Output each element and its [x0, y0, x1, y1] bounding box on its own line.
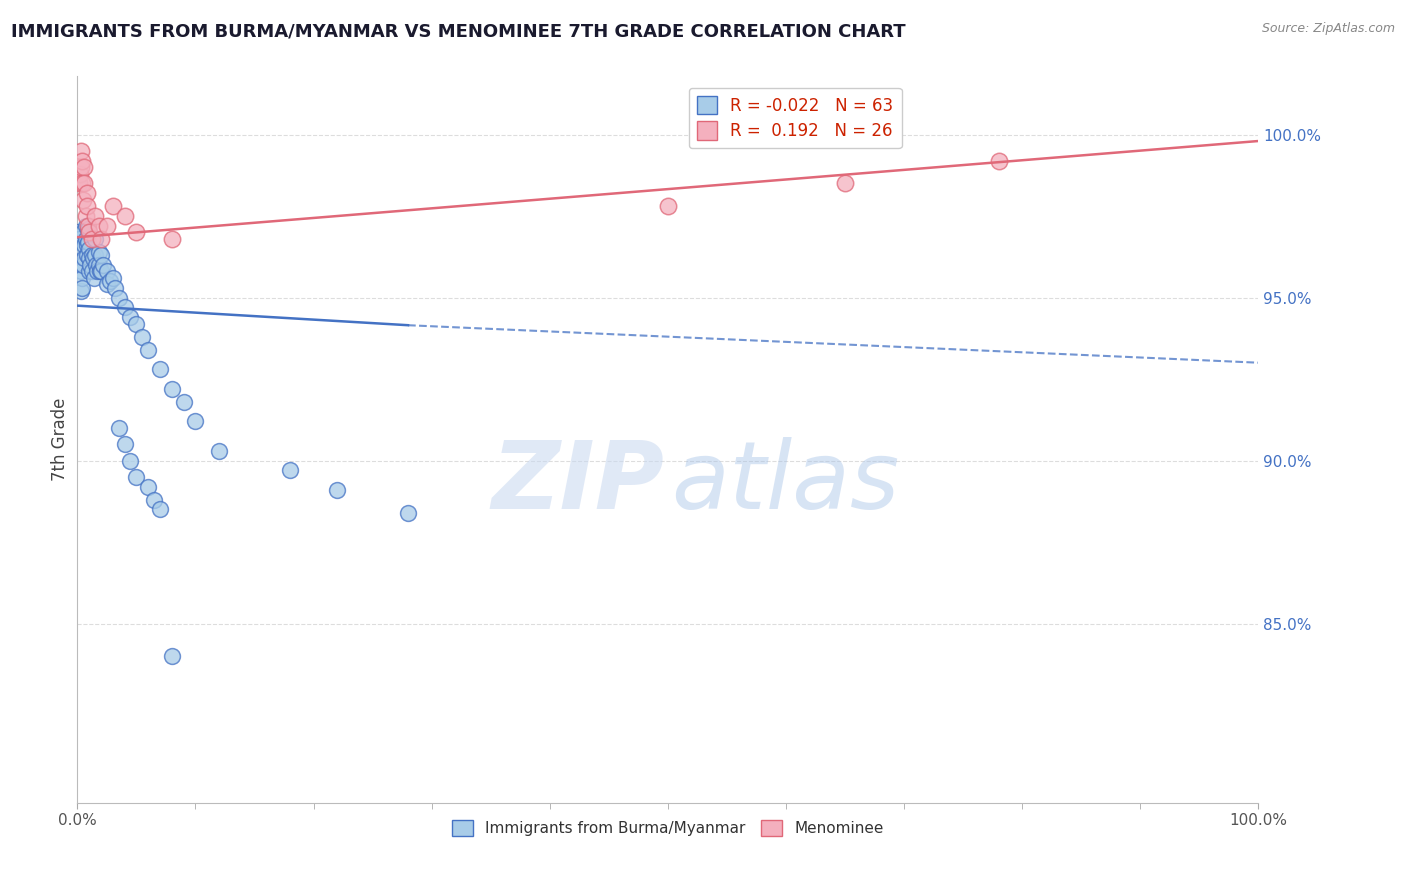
Point: [114, 437, 136, 451]
Point: [184, 414, 207, 428]
Point: [80, 232, 103, 246]
Point: [76, 248, 98, 262]
Point: [160, 649, 183, 664]
Point: [396, 506, 419, 520]
Point: [89, 264, 111, 278]
Point: [80, 264, 103, 278]
Point: [100, 274, 122, 288]
Point: [149, 362, 172, 376]
Point: [149, 502, 172, 516]
Point: [834, 177, 856, 191]
Text: Source: ZipAtlas.com: Source: ZipAtlas.com: [1261, 22, 1395, 36]
Point: [69, 167, 91, 181]
Point: [70, 271, 93, 285]
Point: [76, 199, 98, 213]
Point: [70, 281, 93, 295]
Point: [125, 225, 148, 239]
Point: [101, 271, 124, 285]
Point: [75, 219, 97, 233]
Point: [114, 209, 136, 223]
Point: [67, 232, 90, 246]
Point: [67, 177, 90, 191]
Point: [76, 186, 98, 201]
Point: [76, 238, 98, 252]
Text: atlas: atlas: [672, 437, 900, 528]
Point: [70, 264, 93, 278]
Point: [208, 443, 231, 458]
Point: [84, 248, 107, 262]
Point: [72, 258, 94, 272]
Point: [84, 258, 107, 272]
Text: IMMIGRANTS FROM BURMA/MYANMAR VS MENOMINEE 7TH GRADE CORRELATION CHART: IMMIGRANTS FROM BURMA/MYANMAR VS MENOMIN…: [11, 22, 905, 40]
Text: ZIP: ZIP: [492, 437, 664, 529]
Point: [77, 219, 100, 233]
Point: [160, 382, 183, 396]
Point: [136, 479, 159, 493]
Point: [72, 242, 94, 256]
Point: [77, 242, 100, 256]
Point: [69, 258, 91, 272]
Point: [72, 225, 94, 239]
Point: [70, 160, 93, 174]
Point: [107, 421, 129, 435]
Point: [120, 310, 142, 324]
Point: [96, 219, 118, 233]
Point: [160, 232, 183, 246]
Legend: Immigrants from Burma/Myanmar, Menominee: Immigrants from Burma/Myanmar, Menominee: [446, 814, 890, 842]
Point: [91, 258, 114, 272]
Point: [80, 248, 103, 262]
Point: [987, 153, 1010, 168]
Point: [70, 177, 93, 191]
Point: [131, 329, 153, 343]
Y-axis label: 7th Grade: 7th Grade: [51, 398, 69, 481]
Point: [96, 264, 118, 278]
Point: [77, 252, 100, 266]
Point: [173, 394, 195, 409]
Point: [278, 463, 301, 477]
Point: [73, 160, 96, 174]
Point: [75, 209, 97, 223]
Point: [125, 470, 148, 484]
Point: [75, 232, 97, 246]
Point: [87, 258, 110, 272]
Point: [70, 284, 93, 298]
Point: [326, 483, 349, 497]
Point: [120, 453, 142, 467]
Point: [73, 238, 96, 252]
Point: [104, 281, 127, 295]
Point: [125, 317, 148, 331]
Point: [84, 209, 107, 223]
Point: [72, 193, 94, 207]
Point: [70, 144, 93, 158]
Point: [87, 244, 110, 259]
Point: [73, 252, 96, 266]
Point: [79, 258, 101, 272]
Point: [77, 264, 100, 278]
Point: [90, 264, 112, 278]
Point: [82, 252, 104, 266]
Point: [77, 225, 100, 239]
Point: [84, 232, 107, 246]
Point: [66, 225, 89, 239]
Point: [143, 492, 166, 507]
Point: [87, 219, 110, 233]
Point: [70, 153, 93, 168]
Point: [77, 222, 100, 236]
Point: [114, 300, 136, 314]
Point: [657, 199, 679, 213]
Point: [107, 291, 129, 305]
Point: [77, 235, 100, 249]
Point: [73, 177, 96, 191]
Point: [90, 232, 112, 246]
Point: [83, 271, 105, 285]
Point: [96, 277, 118, 292]
Point: [136, 343, 159, 357]
Point: [86, 264, 108, 278]
Point: [90, 248, 112, 262]
Point: [101, 199, 124, 213]
